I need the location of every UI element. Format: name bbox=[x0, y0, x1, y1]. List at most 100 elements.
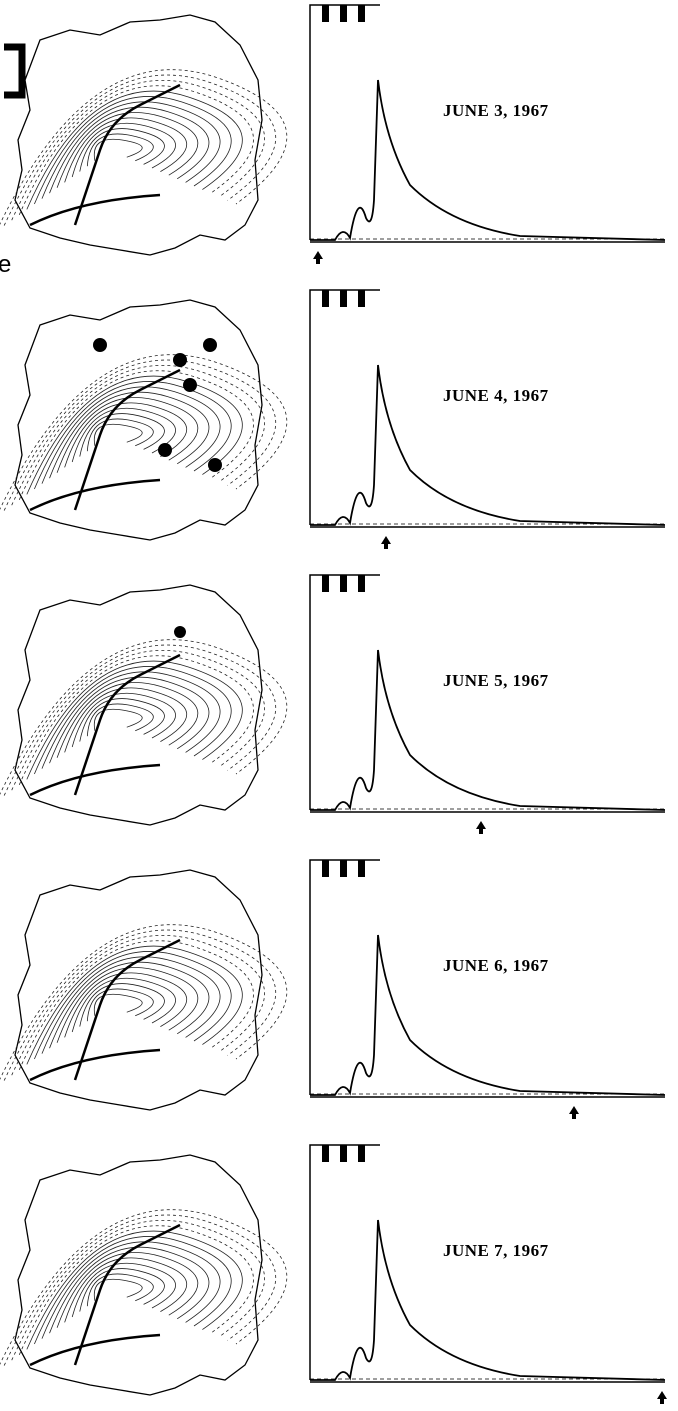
pond bbox=[93, 338, 107, 352]
contour-line bbox=[34, 381, 232, 490]
contour-line bbox=[71, 122, 176, 178]
contour-line bbox=[64, 402, 188, 468]
contour-line bbox=[26, 945, 243, 1065]
contour-line bbox=[79, 413, 165, 457]
pond bbox=[203, 338, 217, 352]
rain-bar bbox=[340, 575, 347, 592]
rain-bar bbox=[358, 5, 365, 22]
contour-line bbox=[71, 692, 176, 748]
map-outline bbox=[14, 869, 263, 1111]
map-outline bbox=[14, 1154, 263, 1396]
pond bbox=[208, 458, 222, 472]
contour-line bbox=[3, 359, 277, 511]
hydro-frame bbox=[309, 289, 380, 525]
contour-line bbox=[3, 1214, 277, 1366]
contour-line bbox=[0, 924, 288, 1080]
contour-line bbox=[56, 682, 199, 758]
panel: JUNE 7, 1967 bbox=[0, 1144, 667, 1404]
contour-line bbox=[0, 69, 288, 225]
channel bbox=[29, 83, 181, 227]
contour-line bbox=[93, 709, 143, 731]
margin-text: e bbox=[0, 251, 11, 278]
map-outline bbox=[14, 299, 263, 541]
time-arrow bbox=[657, 1391, 667, 1404]
contour-line bbox=[86, 418, 154, 452]
pond bbox=[183, 378, 197, 392]
cropped-glyph bbox=[4, 43, 26, 99]
contour-line bbox=[18, 85, 254, 215]
date-label: JUNE 6, 1967 bbox=[443, 956, 549, 975]
date-label: JUNE 5, 1967 bbox=[443, 671, 549, 690]
date-label: JUNE 3, 1967 bbox=[443, 101, 549, 120]
contour-line bbox=[71, 977, 176, 1033]
contour-line bbox=[11, 364, 265, 506]
contour-line bbox=[49, 1246, 210, 1334]
contour-line bbox=[49, 106, 210, 194]
hydrograph bbox=[310, 79, 666, 241]
contour-line bbox=[64, 1257, 188, 1323]
contour-line bbox=[79, 983, 165, 1027]
hydrograph bbox=[310, 364, 666, 526]
contour-line bbox=[41, 956, 221, 1054]
hydrograph bbox=[310, 649, 666, 811]
channel bbox=[29, 653, 181, 797]
pond bbox=[173, 353, 187, 367]
contour-line bbox=[71, 1262, 176, 1318]
contour-line bbox=[64, 117, 188, 183]
channel bbox=[29, 368, 181, 512]
contour-line bbox=[18, 655, 254, 785]
contour-line bbox=[86, 133, 154, 167]
channel bbox=[29, 1223, 181, 1367]
contour-line bbox=[18, 370, 254, 500]
pond bbox=[174, 626, 186, 638]
contour-line bbox=[11, 1219, 265, 1361]
contour-line bbox=[64, 687, 188, 753]
contour-line bbox=[26, 660, 243, 780]
time-arrow bbox=[476, 821, 486, 834]
contour-line bbox=[56, 112, 199, 188]
contour-line bbox=[49, 391, 210, 479]
contour-line bbox=[3, 929, 277, 1081]
channel bbox=[29, 938, 181, 1082]
hydro-frame bbox=[309, 4, 380, 240]
contour-line bbox=[56, 397, 199, 473]
map-outline bbox=[14, 14, 263, 256]
contour-line bbox=[86, 988, 154, 1022]
contour-line bbox=[0, 1209, 288, 1365]
time-arrow bbox=[313, 251, 323, 264]
panel: JUNE 6, 1967 bbox=[0, 859, 666, 1119]
hydrograph bbox=[310, 934, 666, 1096]
contour-line bbox=[3, 74, 277, 226]
contour-line bbox=[11, 79, 265, 221]
rain-bar bbox=[340, 1145, 347, 1162]
panel: JUNE 4, 1967 bbox=[0, 289, 666, 549]
map-outline bbox=[14, 584, 263, 826]
hydro-frame bbox=[309, 574, 380, 810]
hydrograph bbox=[310, 1219, 666, 1381]
contour-line bbox=[86, 703, 154, 737]
contour-line bbox=[79, 1268, 165, 1312]
contour-line bbox=[79, 128, 165, 172]
contour-line bbox=[56, 967, 199, 1043]
contour-line bbox=[26, 1230, 243, 1350]
time-arrow bbox=[381, 536, 391, 549]
rain-bar bbox=[322, 860, 329, 877]
contour-line bbox=[11, 934, 265, 1076]
date-label: JUNE 7, 1967 bbox=[443, 1241, 549, 1260]
contour-line bbox=[3, 644, 277, 796]
contour-line bbox=[34, 951, 232, 1060]
contour-line bbox=[49, 676, 210, 764]
contour-line bbox=[26, 90, 243, 210]
hydro-frame bbox=[309, 859, 380, 1095]
contour-line bbox=[56, 1252, 199, 1328]
rain-bar bbox=[358, 290, 365, 307]
hydro-frame bbox=[309, 1144, 380, 1380]
contour-line bbox=[93, 994, 143, 1016]
contour-line bbox=[79, 698, 165, 742]
contour-line bbox=[41, 671, 221, 769]
rain-bar bbox=[322, 5, 329, 22]
contour-line bbox=[93, 1279, 143, 1301]
rain-bar bbox=[358, 575, 365, 592]
pond bbox=[158, 443, 172, 457]
